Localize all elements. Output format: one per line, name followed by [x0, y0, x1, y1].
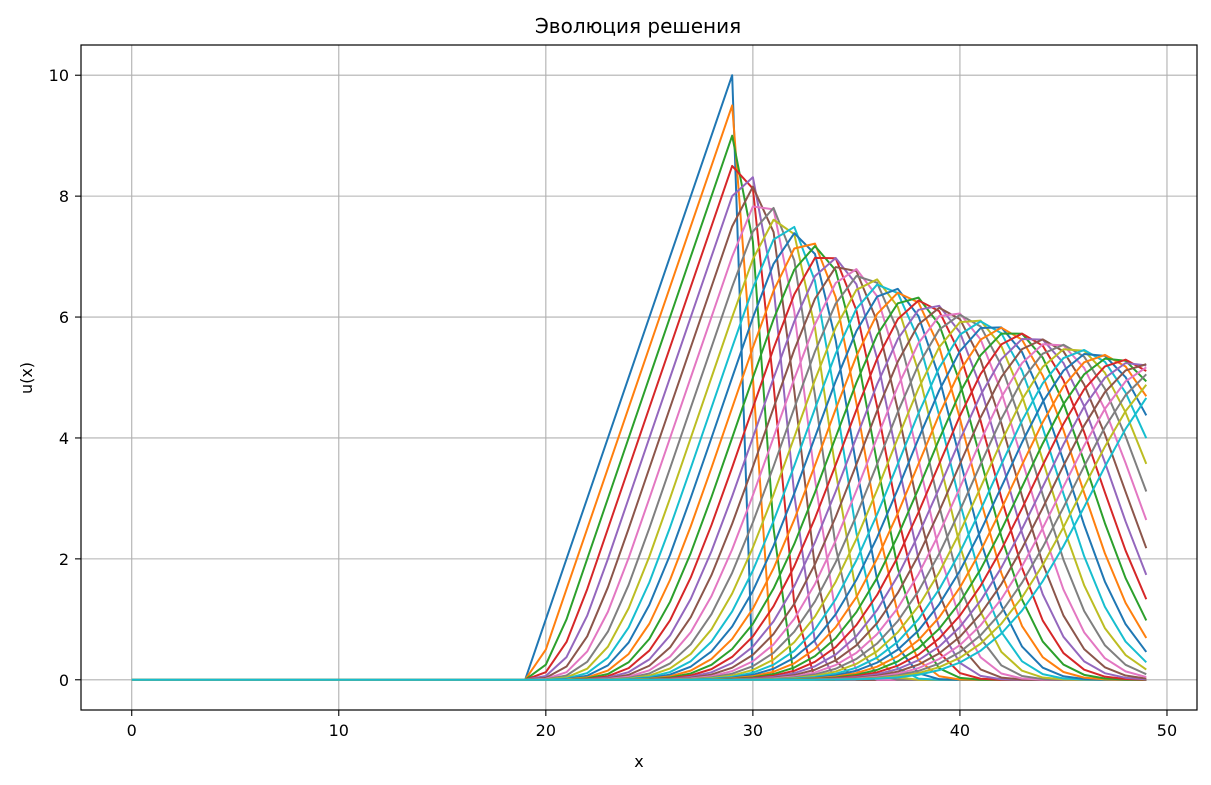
x-tick-label: 0 — [127, 721, 137, 740]
x-axis: 0 10 20 30 40 50 — [127, 710, 1177, 740]
x-axis-label: x — [634, 752, 643, 771]
y-axis-label: u(x) — [17, 362, 36, 394]
chart-title: Эволюция решения — [535, 14, 741, 38]
x-tick-label: 10 — [329, 721, 349, 740]
y-tick-label: 6 — [59, 308, 69, 327]
y-tick-label: 10 — [49, 66, 69, 85]
x-tick-label: 40 — [950, 721, 970, 740]
x-tick-label: 20 — [536, 721, 556, 740]
y-tick-label: 2 — [59, 550, 69, 569]
x-tick-label: 30 — [743, 721, 763, 740]
y-tick-label: 0 — [59, 671, 69, 690]
series-group — [131, 74, 1148, 681]
y-tick-label: 4 — [59, 429, 69, 448]
x-tick-label: 50 — [1157, 721, 1177, 740]
series-line — [131, 397, 1148, 681]
axes-frame — [80, 44, 1198, 711]
y-axis: 0 2 4 6 8 10 — [49, 66, 81, 690]
y-tick-label: 8 — [59, 187, 69, 206]
